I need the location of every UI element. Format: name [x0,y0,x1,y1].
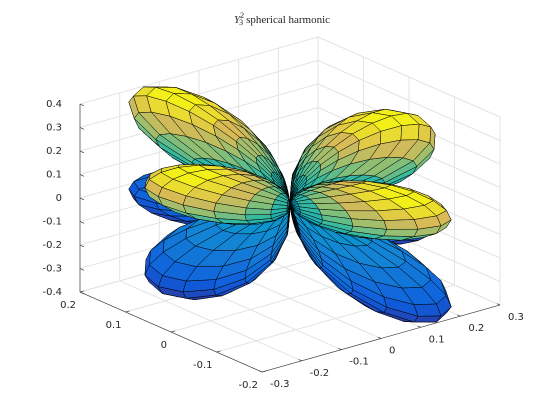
axes: -0.3 -0.2 -0.1 0 0.1 0.2 0.3 -0.2 -0.1 0 0.1 0.2 -0.… [42,99,523,391]
y-tick-label: 0 [161,340,167,351]
y-tick [216,350,221,353]
grid-line [317,36,501,118]
grid-line [79,36,319,105]
x-tick [457,314,461,317]
x-tick-label: 0.2 [468,323,484,334]
chart-title: Y2 3 spherical harmonic [234,11,330,27]
z-tick-label: 0.2 [46,146,62,157]
surface-patch [414,315,442,323]
z-tick [79,127,85,130]
z-tick [79,244,85,248]
y-tick [261,370,267,373]
z-tick [79,291,85,295]
x-tick-label: 0 [389,346,395,357]
x-tick-label: -0.3 [270,379,290,390]
surface-patch [383,219,419,230]
grid-line [317,60,501,141]
z-tick-label: 0 [56,193,62,204]
x-tick-label: 0.1 [429,334,445,345]
z-tick [79,268,85,271]
y-tick [125,310,130,313]
y-tick [79,290,85,293]
title-text: spherical harmonic [246,14,330,26]
z-tick-label: -0.3 [42,264,62,275]
z-tick [79,197,85,201]
surface-patch [213,270,247,290]
x-tick-label: -0.2 [310,368,330,379]
z-tick-label: 0.1 [46,170,62,181]
y-tick-label: -0.1 [193,360,213,371]
z-tick-label: 0.3 [46,123,62,134]
surface-patch [349,156,388,176]
z-tick-label: -0.4 [42,287,62,298]
y-tick-label: 0.1 [106,320,122,331]
z-tick-label: -0.2 [42,240,62,251]
y-tick-label: -0.2 [238,380,258,391]
surface-patch [400,123,420,141]
x-tick [496,303,501,306]
x-tick [298,359,302,362]
x-tick [377,336,382,339]
title-order: 2 [240,11,244,20]
surface-patch [413,303,442,317]
z-tick [79,103,85,107]
surface-patch [414,215,442,230]
y-tick-label: 0.2 [60,300,76,311]
surface-patch [383,228,419,237]
x-tick-label: -0.1 [349,357,369,368]
z-tick [79,221,85,224]
x-tick [338,348,342,350]
surface-patch [182,195,217,212]
y-tick [170,330,176,333]
x-tick [258,370,263,373]
z-tick-label: 0.4 [46,99,62,110]
title-symbol: Y [234,14,242,26]
z-tick-label: -0.1 [42,217,62,228]
x-tick-label: 0.3 [508,312,524,323]
grid-line [79,60,319,128]
x-tick [417,325,421,328]
surface [128,86,452,323]
z-tick [79,174,85,177]
title-degree: 3 [239,18,243,27]
z-tick [79,150,85,154]
